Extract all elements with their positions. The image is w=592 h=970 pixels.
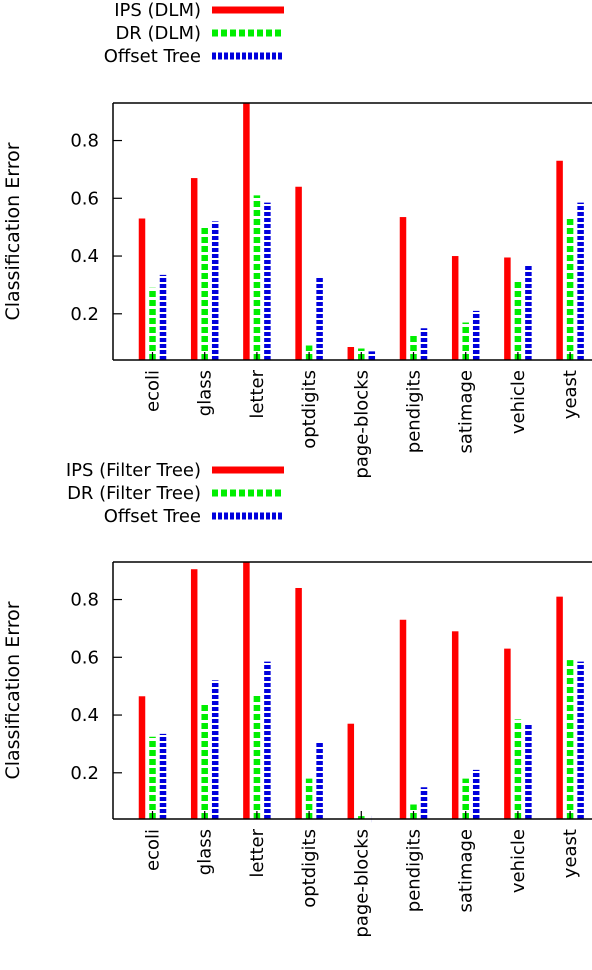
legend-label: DR (DLM) — [115, 23, 201, 44]
chart-panel-1: IPS (DLM)DR (DLM)Offset Tree 0.2 0.4 0.6 0.8… — [2, 0, 592, 479]
bar — [243, 562, 250, 819]
bar — [243, 103, 250, 360]
y-tick-label: 0.6 — [70, 188, 99, 209]
x-tick-label: optdigits — [299, 370, 320, 449]
bars — [138, 103, 584, 360]
y-tick-label: 0.2 — [70, 763, 99, 784]
x-tick-label: optdigits — [299, 829, 320, 908]
x-tick-label: vehicle — [508, 370, 529, 434]
x-tick-label: yeast — [560, 370, 581, 419]
legend: IPS (DLM)DR (DLM)Offset Tree — [104, 0, 284, 67]
bar — [399, 217, 407, 360]
bar — [399, 619, 407, 819]
legend-label: IPS (DLM) — [114, 0, 201, 21]
bar — [504, 257, 511, 360]
x-tick-label: page-blocks — [351, 370, 372, 479]
bar — [451, 256, 459, 360]
x-tick-label: vehicle — [508, 829, 529, 893]
x-tick-label: letter — [247, 369, 268, 418]
legend-label: DR (Filter Tree) — [67, 483, 201, 504]
y-tick-label: 0.4 — [70, 705, 99, 726]
x-tick-label: satimage — [456, 829, 477, 913]
bar — [556, 160, 563, 360]
y-tick-label: 0.4 — [70, 246, 99, 267]
bar — [556, 596, 563, 819]
x-tick-label: page-blocks — [351, 829, 372, 938]
y-tick-label: 0.8 — [70, 590, 99, 611]
x-tick-label: pendigits — [404, 829, 425, 912]
legend-label: Offset Tree — [104, 46, 201, 67]
bar — [347, 723, 355, 819]
bars — [138, 562, 584, 819]
y-tick-label: 0.6 — [70, 647, 99, 668]
x-tick-label: ecoli — [143, 829, 164, 871]
x-tick-label: letter — [247, 828, 268, 877]
bar — [138, 218, 146, 360]
y-axis-label: Classification Error — [2, 142, 24, 320]
bar — [504, 648, 511, 819]
bar — [347, 347, 355, 360]
bar — [190, 178, 198, 360]
bar — [451, 631, 459, 819]
bar — [138, 696, 146, 819]
bar — [190, 569, 198, 819]
legend-label: IPS (Filter Tree) — [66, 460, 201, 481]
x-tick-label: satimage — [456, 370, 477, 454]
legend-label: Offset Tree — [104, 506, 201, 527]
x-tick-label: yeast — [560, 829, 581, 878]
x-tick-label: ecoli — [143, 370, 164, 412]
chart-panel-2: IPS (Filter Tree)DR (Filter Tree)Offset … — [2, 460, 592, 938]
y-axis-label: Classification Error — [2, 601, 24, 779]
x-tick-label: glass — [195, 370, 216, 416]
bar — [295, 186, 302, 360]
y-tick-label: 0.2 — [70, 304, 99, 325]
x-tick-label: glass — [195, 829, 216, 875]
legend: IPS (Filter Tree)DR (Filter Tree)Offset … — [66, 460, 284, 527]
bar — [295, 587, 302, 819]
y-tick-label: 0.8 — [70, 131, 99, 152]
x-tick-label: pendigits — [404, 370, 425, 453]
